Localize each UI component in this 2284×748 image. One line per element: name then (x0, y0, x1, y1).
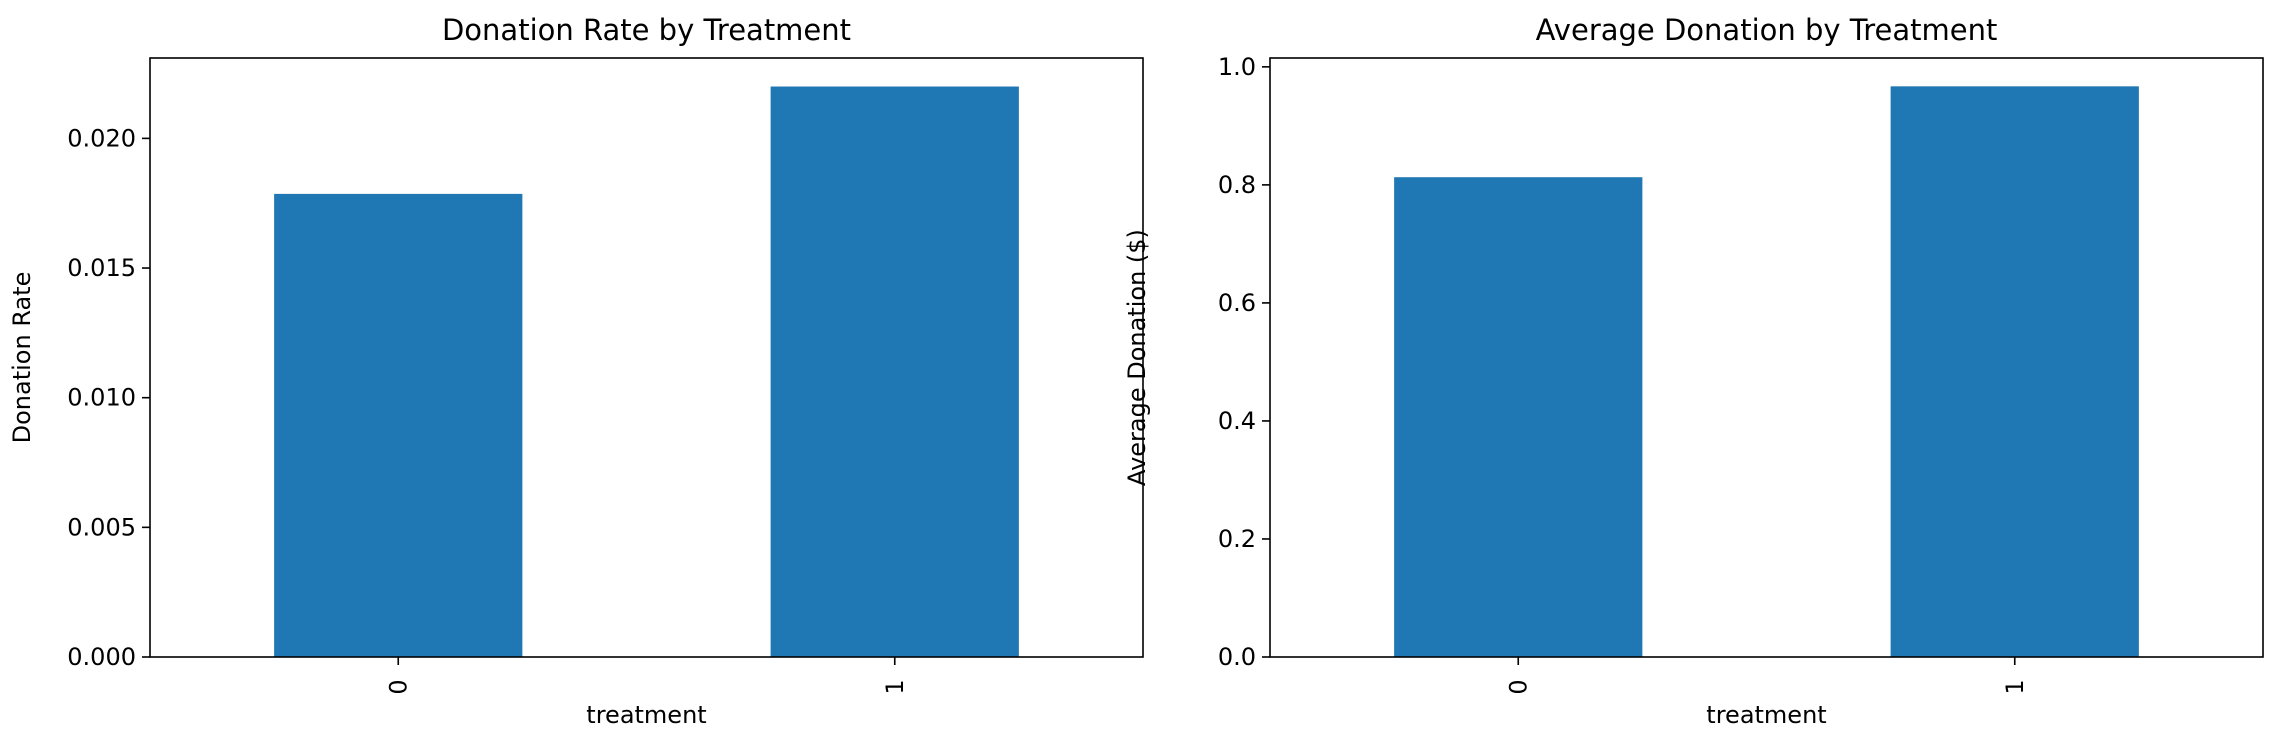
chart-panel-average-donation: Average Donation by Treatment treatment … (1123, 13, 2264, 729)
chart-title: Donation Rate by Treatment (442, 13, 851, 47)
plot-frame (149, 57, 1144, 658)
y-tick-label: 0.015 (67, 254, 136, 282)
x-tick-label: 0 (384, 679, 412, 694)
bar-0 (1394, 177, 1643, 658)
y-tick-label: 0.6 (1218, 289, 1256, 317)
y-tick-label: 0.020 (67, 124, 136, 152)
chart-title: Average Donation by Treatment (1536, 13, 1998, 47)
y-tick-label: 0.0 (1218, 643, 1256, 671)
x-tick-label: 0 (1504, 679, 1532, 694)
x-axis-label: treatment (1706, 701, 1826, 729)
y-tick-label: 0.2 (1218, 525, 1256, 553)
chart-panel-donation-rate: Donation Rate by Treatment treatment Don… (8, 13, 1144, 729)
y-axis-ticks: 0.0 0.2 0.4 0.6 0.8 1.0 (1218, 53, 1270, 671)
bar-1 (770, 86, 1019, 658)
y-tick-label: 0.010 (67, 384, 136, 412)
plot-frame (1269, 57, 2264, 658)
bar-1 (1890, 86, 2139, 658)
y-tick-label: 0.000 (67, 643, 136, 671)
y-tick-label: 0.005 (67, 513, 136, 541)
bars (274, 86, 1019, 658)
y-axis-label: Average Donation ($) (1123, 229, 1151, 486)
bar-0 (274, 193, 523, 657)
y-axis-label: Donation Rate (8, 272, 36, 444)
y-tick-label: 1.0 (1218, 53, 1256, 81)
y-tick-label: 0.8 (1218, 171, 1256, 199)
x-axis-label: treatment (586, 701, 706, 729)
y-tick-label: 0.4 (1218, 407, 1256, 435)
bars (1394, 86, 2139, 658)
y-axis-ticks: 0.000 0.005 0.010 0.015 0.020 (67, 124, 150, 671)
x-tick-label: 1 (2001, 679, 2029, 694)
x-tick-label: 1 (881, 679, 909, 694)
